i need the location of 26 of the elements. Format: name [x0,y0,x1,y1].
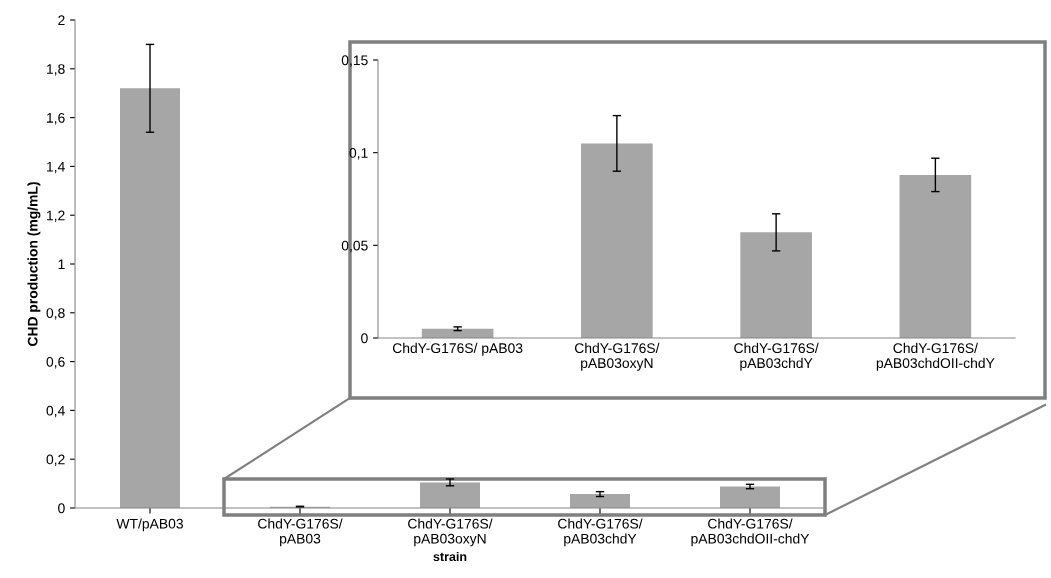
x-tick-label: WT/pAB03 [116,518,183,532]
y-tick-label: 1,6 [47,112,65,125]
x-tick-label: ChdY-G176S/ pAB03chdOII-chdY [876,342,995,371]
x-tick-label: ChdY-G176S/ pAB03 [392,342,523,356]
y-tick-label: 0,8 [46,308,65,320]
x-tick-label: ChdY-G176S/ pAB03oxyN [574,342,660,371]
y-tick-label: 1,8 [47,64,65,76]
y-tick-label: 0,1 [349,148,368,160]
y-tick-label: 1,4 [47,161,65,174]
y-tick-label: 0,2 [46,454,65,467]
y-tick-label: 0,05 [341,240,368,253]
x-tick-label: ChdY-G176S/ pAB03chdY [558,518,643,547]
x-tick-label: ChdY-G176S/ pAB03chdY [734,342,819,371]
x-axis-title: strain [433,551,467,562]
x-tick-label: ChdY-G176S/ pAB03oxyN [408,518,493,547]
y-tick-label: 1,2 [47,210,65,223]
y-tick-label: 0 [361,333,368,344]
x-tick-label: ChdY-G176S/ pAB03chdOII-chdY [691,518,810,547]
x-tick-label: ChdY-G176S/ pAB03 [258,518,343,547]
y-tick-label: 0,4 [46,405,65,418]
y-tick-label: 0 [58,503,65,514]
y-axis-title: CHD production (mg/mL) [27,182,41,346]
y-tick-label: 1 [58,259,65,270]
y-tick-label: 0,6 [46,356,65,369]
y-tick-label: 0,15 [341,55,368,67]
y-tick-label: 2 [58,15,65,26]
